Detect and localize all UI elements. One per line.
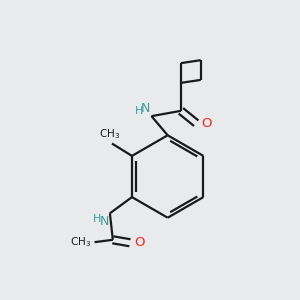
Text: CH$_3$: CH$_3$: [70, 235, 91, 249]
Text: O: O: [135, 236, 145, 249]
Text: H: H: [135, 106, 143, 116]
Text: N: N: [141, 102, 150, 115]
Text: N: N: [99, 215, 109, 228]
Text: CH$_3$: CH$_3$: [99, 128, 120, 141]
Text: O: O: [201, 117, 211, 130]
Text: H: H: [93, 214, 101, 224]
